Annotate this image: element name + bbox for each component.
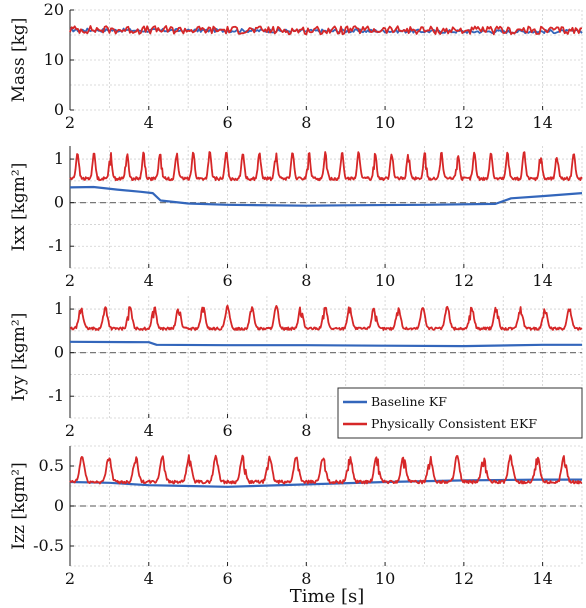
y-tick-label: 0 [54,193,64,212]
y-tick-label: -0.5 [33,536,64,555]
series-line-physically-consistent-ekf [69,304,583,331]
x-tick-label: 10 [375,569,395,588]
x-tick-label: 10 [375,113,395,132]
x-axis-label: Time [s] [290,586,365,607]
x-tick-label: 14 [532,569,552,588]
y-tick-label: -1 [48,236,64,255]
y-axis-label: Ixx [kgm²] [9,163,29,252]
x-tick-label: 8 [301,113,311,132]
x-tick-label: 6 [222,113,232,132]
series-line-physically-consistent-ekf [69,454,583,485]
y-tick-label: 0.5 [39,456,64,475]
y-axis-label: Iyy [kgm²] [9,313,29,402]
series-line-baseline-kf [69,340,582,348]
y-tick-label: 1 [54,299,64,318]
panel-4: 2 4 6 8 10 12 14 -0.5 0 0.5 Izz [kgm²] [9,445,583,588]
x-tick-label: 8 [301,421,311,440]
legend-label-baseline: Baseline KF [371,394,447,409]
x-tick-label: 2 [65,271,75,290]
legend-box [337,387,583,439]
series-line-physically-consistent-ekf [69,151,583,182]
x-tick-label: 12 [454,569,474,588]
x-tick-label: 8 [301,271,311,290]
y-tick-label: 0 [54,496,64,515]
y-tick-label: 0 [54,100,64,119]
y-tick-label: 20 [44,0,64,19]
y-tick-label: 0 [54,343,64,362]
x-tick-label: 10 [375,271,395,290]
x-tick-label: 2 [65,113,75,132]
legend-label-pce: Physically Consistent EKF [371,416,537,431]
y-axis-label: Mass [kg] [9,18,29,103]
x-tick-label: 14 [532,113,552,132]
x-tick-label: 12 [454,271,474,290]
x-tick-label: 6 [222,421,232,440]
y-tick-label: 1 [54,149,64,168]
y-tick-label: -1 [48,386,64,405]
panel-2: 2 4 6 8 10 12 14 -1 0 1 Ixx [kgm²] [9,146,583,290]
series-line-baseline-kf [69,185,583,207]
y-tick-label: 10 [44,50,64,69]
x-tick-label: 2 [65,421,75,440]
x-tick-label: 4 [144,421,154,440]
x-tick-label: 2 [65,569,75,588]
x-tick-label: 4 [144,113,154,132]
x-tick-label: 4 [144,569,154,588]
y-axis-label: Izz [kgm²] [9,462,29,549]
x-tick-label: 12 [454,113,474,132]
panel-1: 2 4 6 8 10 12 14 0 10 20 Mass [kg] [9,0,583,132]
x-tick-label: 14 [532,271,552,290]
x-tick-label: 6 [222,271,232,290]
x-tick-label: 4 [144,271,154,290]
legend: Baseline KF Physically Consistent EKF [337,387,583,439]
series-line-physically-consistent-ekf [69,25,583,36]
x-tick-label: 8 [301,569,311,588]
x-tick-label: 6 [222,569,232,588]
